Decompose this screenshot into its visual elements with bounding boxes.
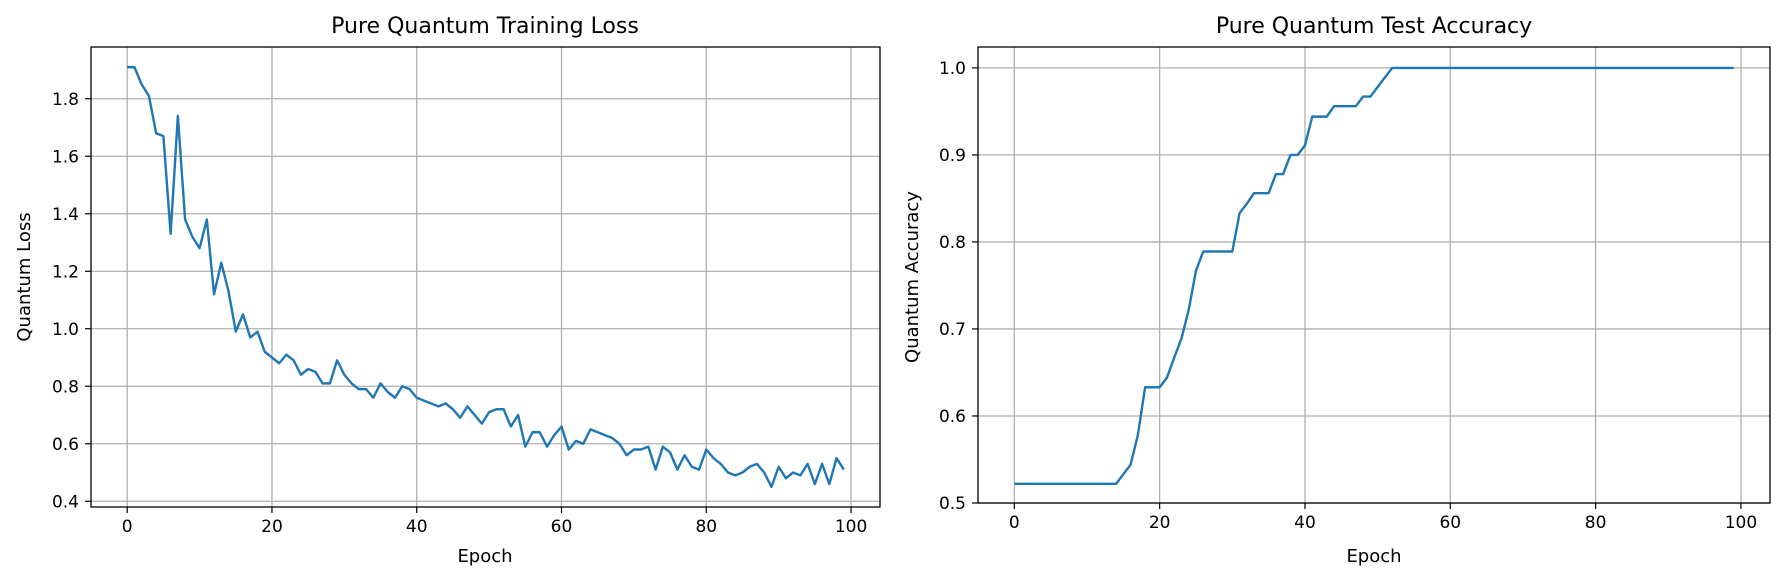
y-axis-label: Quantum Accuracy bbox=[902, 191, 923, 363]
x-tick-label: 20 bbox=[1149, 513, 1171, 533]
y-tick-label: 0.5 bbox=[939, 494, 966, 514]
x-tick-label: 40 bbox=[406, 517, 428, 537]
plot-frame bbox=[90, 46, 881, 508]
y-tick-label: 1.6 bbox=[52, 147, 79, 167]
x-tick-label: 100 bbox=[835, 517, 867, 537]
grid bbox=[91, 47, 880, 507]
x-tick-label: 100 bbox=[1725, 513, 1757, 533]
y-tick-label: 0.6 bbox=[52, 435, 79, 455]
x-tick-label: 40 bbox=[1294, 513, 1316, 533]
y-tick-label: 1.0 bbox=[939, 59, 966, 79]
x-axis-label: Epoch bbox=[1346, 546, 1401, 567]
y-tick-label: 0.9 bbox=[939, 146, 966, 166]
y-tick-label: 1.4 bbox=[52, 205, 79, 225]
x-tick-label: 80 bbox=[1585, 513, 1607, 533]
x-tick-label: 60 bbox=[1439, 513, 1461, 533]
y-tick-label: 0.6 bbox=[939, 407, 966, 427]
x-axis: 0 20 40 60 80 100 bbox=[122, 507, 867, 537]
x-axis: 0 20 40 60 80 100 bbox=[1009, 503, 1757, 533]
y-tick-label: 1.8 bbox=[52, 90, 79, 110]
y-tick-label: 0.8 bbox=[52, 377, 79, 397]
x-tick-label: 20 bbox=[261, 517, 283, 537]
x-tick-label: 80 bbox=[695, 517, 717, 537]
y-tick-label: 1.2 bbox=[52, 262, 79, 282]
y-axis: 0.4 0.6 0.8 1.0 1.2 1.4 1.6 1.8 bbox=[52, 90, 91, 512]
chart-training-loss: Pure Quantum Training Loss Epoch Quantum… bbox=[14, 14, 881, 567]
x-axis-label: Epoch bbox=[457, 546, 512, 567]
series-line bbox=[127, 65, 845, 489]
x-tick-label: 0 bbox=[1009, 513, 1020, 533]
x-tick-label: 60 bbox=[551, 517, 573, 537]
y-tick-label: 0.4 bbox=[52, 492, 79, 512]
plot-frame bbox=[977, 46, 1771, 504]
y-axis: 0.5 0.6 0.7 0.8 0.9 1.0 bbox=[939, 59, 978, 514]
chart-title: Pure Quantum Test Accuracy bbox=[1216, 14, 1532, 39]
series-line bbox=[1014, 66, 1734, 486]
grid bbox=[978, 47, 1770, 504]
y-tick-label: 1.0 bbox=[52, 320, 79, 340]
y-tick-label: 0.8 bbox=[939, 233, 966, 253]
y-tick-label: 0.7 bbox=[939, 320, 966, 340]
chart-title: Pure Quantum Training Loss bbox=[331, 14, 639, 39]
chart-test-accuracy: Pure Quantum Test Accuracy Epoch Quantum… bbox=[902, 14, 1771, 567]
y-axis-label: Quantum Loss bbox=[14, 212, 35, 341]
x-tick-label: 0 bbox=[122, 517, 133, 537]
